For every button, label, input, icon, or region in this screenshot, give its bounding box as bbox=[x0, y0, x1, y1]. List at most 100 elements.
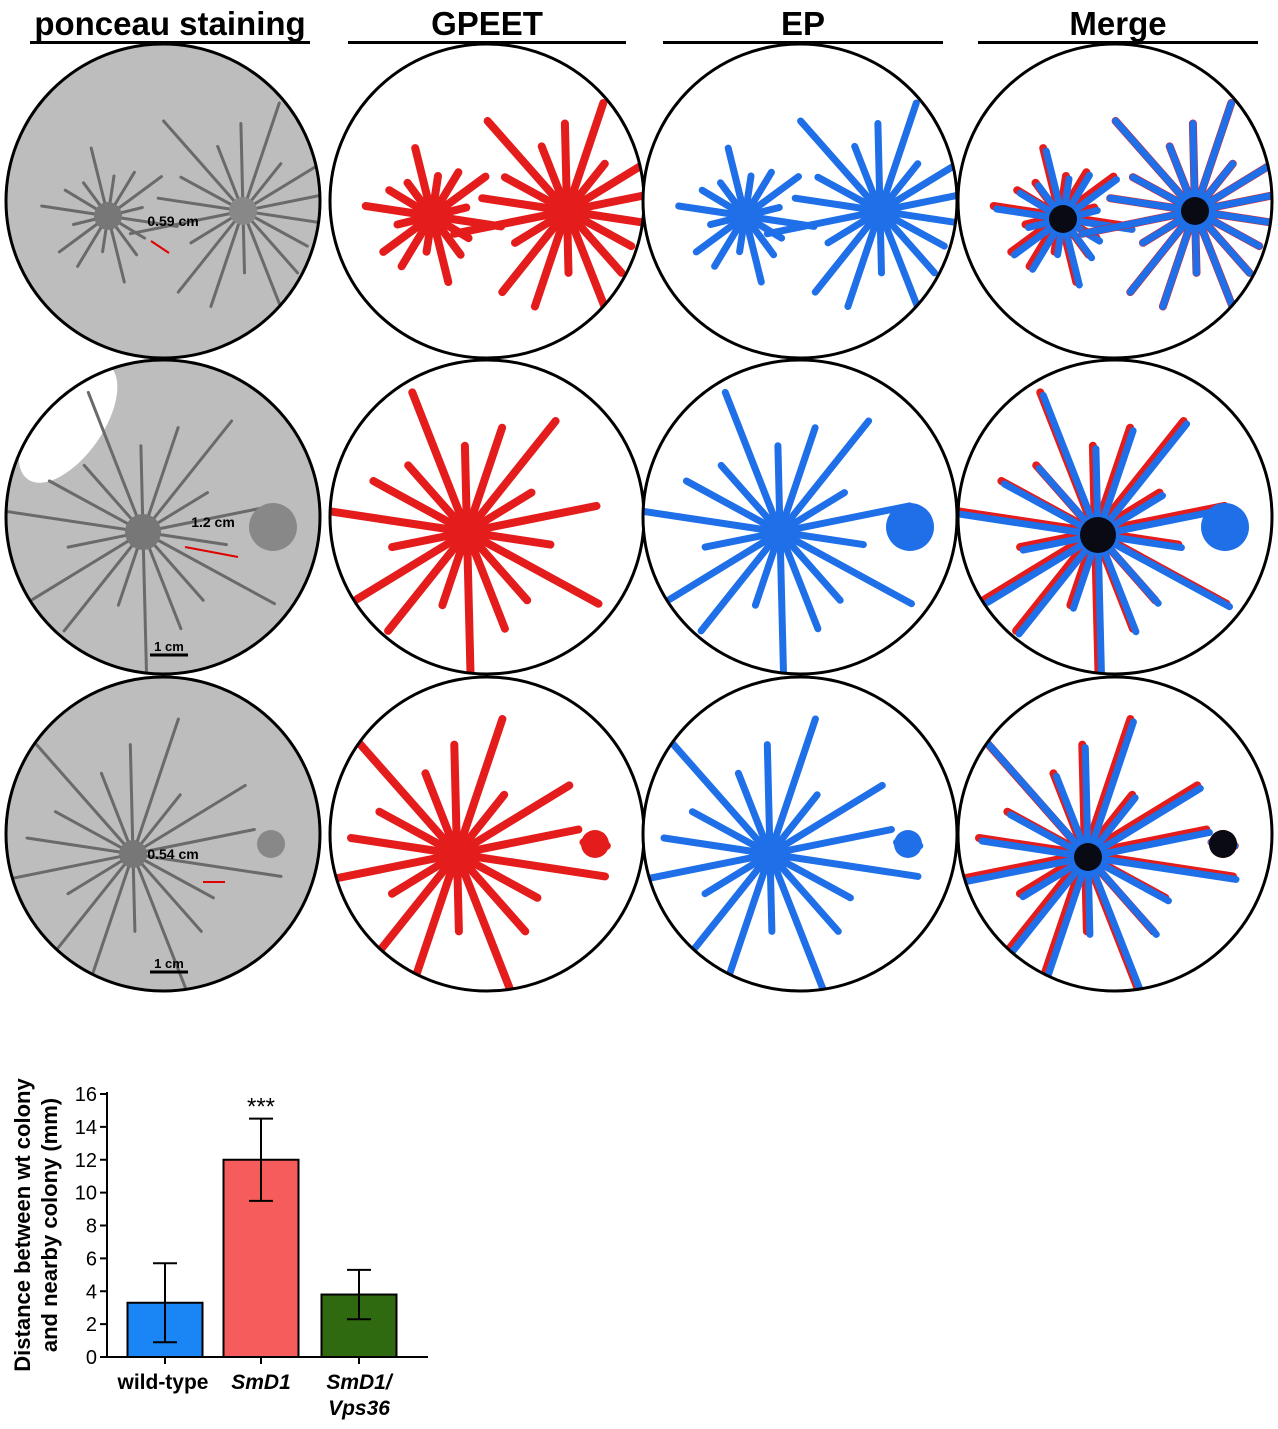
colony-nearby-ep-core bbox=[1201, 503, 1249, 551]
y-tick-label: 14 bbox=[75, 1117, 97, 1139]
colony-main-arm bbox=[141, 530, 149, 674]
colony-main-ep-arm bbox=[734, 769, 774, 858]
colony-main-ep-arm bbox=[1084, 853, 1240, 883]
colony-main-ep-arm bbox=[1006, 811, 1092, 861]
colony-nearby-ep-arm bbox=[811, 207, 884, 296]
colony-main-gpeet-arm bbox=[330, 506, 471, 536]
colony-nearby-ep-core bbox=[1181, 197, 1209, 225]
colony-main bbox=[6, 390, 276, 674]
panel-row2-col1: 1.2 cm 1 cm bbox=[4, 358, 322, 676]
column-header-ponceau: ponceau staining bbox=[30, 4, 310, 44]
colony-main-ep-arm bbox=[643, 507, 784, 536]
colony-main-ep-arm bbox=[721, 388, 784, 536]
colony-nearby-ep bbox=[1201, 503, 1249, 551]
colony-main-gpeet-arm bbox=[352, 528, 471, 604]
colony-nearby-ep-arm bbox=[1191, 187, 1272, 215]
plate-background bbox=[6, 44, 320, 358]
colony-main-gpeet-core bbox=[449, 514, 485, 550]
colony-main-arm bbox=[25, 836, 135, 856]
colony-main-ep-arm bbox=[643, 850, 774, 886]
y-tick-label: 0 bbox=[86, 1347, 97, 1369]
colony-nearby-arm bbox=[176, 209, 245, 294]
y-axis-label: and nearby colony (mm) bbox=[37, 1098, 62, 1352]
colony-nearby-gpeet-arm bbox=[563, 207, 644, 233]
colony-main-arm bbox=[131, 783, 247, 856]
colony-nearby-ep-arm bbox=[1078, 207, 1199, 238]
distance-label: 0.54 cm bbox=[147, 846, 198, 862]
y-tick-label: 16 bbox=[75, 1084, 97, 1106]
colony-main-ep-arm bbox=[984, 531, 1102, 606]
colony-nearby-arm bbox=[162, 119, 245, 213]
colony-main-ep bbox=[993, 147, 1136, 289]
colony-main-gpeet-arm bbox=[1081, 715, 1135, 858]
colony-nearby-gpeet-core bbox=[581, 830, 609, 858]
colony-main-arm bbox=[86, 390, 145, 534]
colony-nearby-ep bbox=[886, 503, 934, 551]
colony-nearby-ep bbox=[893, 830, 924, 858]
colony-nearby-ep-arm bbox=[763, 207, 884, 238]
colony-main-ep-arm bbox=[1094, 427, 1137, 539]
colony-main-arm bbox=[131, 852, 203, 933]
panel-row2-col3 bbox=[641, 358, 959, 676]
y-tick-label: 10 bbox=[75, 1183, 97, 1205]
colony-nearby-ep-arm bbox=[1191, 207, 1242, 324]
colony-main-arm bbox=[131, 852, 215, 900]
panel-row3-col3 bbox=[641, 675, 959, 993]
colony-nearby-ep-arm bbox=[874, 120, 884, 215]
colony-main-gpeet bbox=[330, 715, 609, 991]
colony-main-gpeet-arm bbox=[453, 850, 530, 936]
colony-nearby-ep bbox=[1208, 830, 1239, 858]
colony-main-ep-arm bbox=[666, 528, 784, 603]
colony-nearby-arm bbox=[241, 209, 288, 322]
y-tick-label: 8 bbox=[86, 1216, 97, 1238]
colony-main-ep-arm bbox=[1044, 853, 1092, 980]
colony-main-ep-arm bbox=[1094, 531, 1106, 674]
colony-nearby-core bbox=[257, 830, 285, 858]
colony-main-ep-arm bbox=[978, 837, 1092, 861]
column-header-ep: EP bbox=[663, 4, 943, 44]
colony-main-ep-arm bbox=[688, 808, 774, 858]
colony-nearby-gpeet-arm bbox=[563, 187, 644, 215]
colony-main-ep-core bbox=[1074, 843, 1102, 871]
colony-main-ep-arm bbox=[985, 741, 1092, 861]
colony-nearby-core bbox=[249, 503, 297, 551]
colony-main-ep-arm bbox=[766, 781, 886, 858]
colony-nearby-arm bbox=[239, 122, 245, 213]
colony-main-ep bbox=[675, 144, 818, 286]
plate-rim bbox=[4, 358, 322, 676]
colony-main-ep-arm bbox=[766, 826, 895, 858]
colony-main-ep-arm bbox=[776, 424, 819, 536]
plate-rim bbox=[956, 44, 1274, 360]
colony-main-ep-core bbox=[1049, 205, 1077, 233]
colony-main-gpeet-arm bbox=[384, 528, 471, 635]
panel-row1-col3 bbox=[641, 44, 959, 360]
colony-nearby-gpeet-core bbox=[553, 197, 581, 225]
colony-main-ep-arm bbox=[776, 502, 913, 536]
panel-row1-col1: 0.59 cm bbox=[4, 44, 322, 360]
x-tick-label: SmD1/ bbox=[326, 1371, 394, 1394]
colony-main-gpeet-arm bbox=[463, 417, 560, 536]
colony-main-ep-arm bbox=[660, 834, 774, 858]
colony-nearby-arm bbox=[156, 196, 245, 213]
colony-main-ep bbox=[643, 715, 922, 991]
colony-main-gpeet-arm bbox=[453, 850, 515, 991]
colony-main-arm bbox=[62, 530, 145, 633]
colony-main-ep-core bbox=[1080, 517, 1116, 553]
colony-main-ep-arm bbox=[1084, 718, 1137, 861]
colony-main bbox=[6, 717, 283, 991]
panel-row3-col4 bbox=[956, 675, 1274, 993]
colony-nearby-ep-arm bbox=[1159, 207, 1199, 310]
colony-nearby-ep-arm bbox=[876, 99, 920, 215]
colony-main-arm bbox=[128, 743, 135, 856]
colony-nearby-gpeet-arm bbox=[530, 207, 571, 311]
distance-marker bbox=[150, 240, 170, 254]
panel-row2-col2 bbox=[328, 358, 646, 676]
colony-main-ep-arm bbox=[1084, 829, 1213, 861]
panel-row2-col4 bbox=[956, 358, 1274, 676]
colony-main-ep-arm bbox=[685, 850, 774, 959]
panel-row3-col1: 0.54 cm 1 cm bbox=[4, 675, 322, 993]
colony-main-gpeet-arm bbox=[412, 850, 461, 978]
colony-main-arm bbox=[91, 852, 135, 975]
colony-main-core bbox=[94, 202, 122, 230]
colony-nearby-gpeet-arm bbox=[563, 99, 608, 215]
